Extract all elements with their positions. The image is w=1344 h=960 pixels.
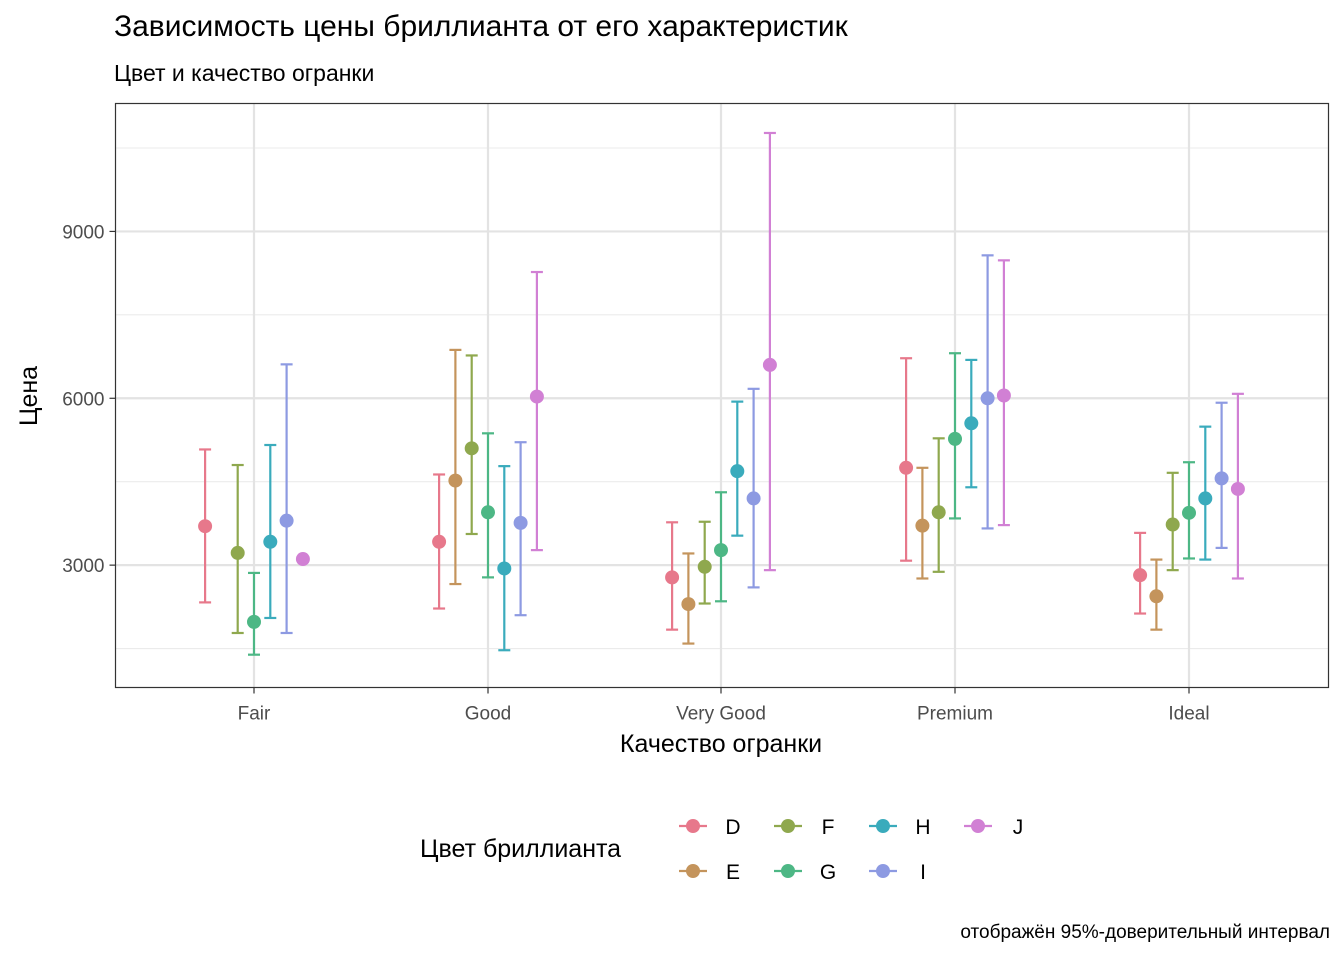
legend-key-point <box>686 819 700 833</box>
legend-key-point <box>781 819 795 833</box>
x-tick-label: Premium <box>917 704 993 725</box>
legend-item: I <box>869 861 926 884</box>
data-point <box>1149 589 1164 604</box>
legend-key-point <box>781 864 795 878</box>
x-tick-label: Fair <box>238 704 271 725</box>
error-bar <box>248 571 260 656</box>
y-axis: 3000 6000 9000 <box>62 222 116 577</box>
data-point <box>448 473 463 488</box>
legend-label: G <box>820 861 836 884</box>
data-point <box>948 431 962 446</box>
y-tick-label: 9000 <box>62 222 104 243</box>
error-bar <box>264 443 277 620</box>
legend: DE FG HI J <box>679 816 1023 884</box>
data-point <box>681 597 696 612</box>
data-point <box>247 614 261 629</box>
data-point <box>996 388 1011 403</box>
legend-label: F <box>822 816 835 839</box>
data-point <box>665 570 680 585</box>
data-point <box>1214 471 1229 486</box>
data-point <box>497 561 512 576</box>
legend-item: E <box>679 861 740 884</box>
error-bar <box>449 348 462 586</box>
x-axis-title: Качество огранки <box>620 730 822 758</box>
error-bar <box>530 270 543 552</box>
legend-item: J <box>964 816 1023 839</box>
y-axis-title: Цена <box>15 366 43 426</box>
data-point <box>263 534 278 549</box>
error-bar <box>900 357 913 562</box>
data-point <box>1198 491 1213 506</box>
data-point <box>746 491 761 506</box>
legend-item: H <box>869 816 931 839</box>
data-point <box>295 552 310 567</box>
chart-title: Зависимость цены бриллианта от его харак… <box>114 10 848 43</box>
error-bar <box>763 131 776 572</box>
legend-label: D <box>725 816 740 839</box>
legend-item: F <box>774 816 834 839</box>
data-point <box>964 416 979 431</box>
legend-label: E <box>726 861 740 884</box>
legend-key-point <box>876 819 890 833</box>
data-point <box>980 391 995 406</box>
x-tick-label: Ideal <box>1168 704 1209 725</box>
x-axis: Fair Good Very Good Premium Ideal <box>238 687 1210 725</box>
data-point <box>481 505 495 520</box>
data-point <box>1133 568 1148 583</box>
error-bar <box>747 387 760 589</box>
data-point <box>230 545 245 560</box>
legend-item: D <box>679 816 741 839</box>
panel-border <box>114 102 1330 689</box>
x-tick-label: Very Good <box>676 704 766 725</box>
legend-title: Цвет бриллианта <box>420 835 622 863</box>
data-point <box>931 505 946 520</box>
error-bar <box>280 363 293 635</box>
data-point <box>762 357 777 372</box>
data-point <box>899 460 914 475</box>
error-bar <box>932 437 945 573</box>
legend-label: H <box>915 816 930 839</box>
data-point <box>1165 517 1180 532</box>
data-point <box>697 559 712 574</box>
legend-key-point <box>971 819 985 833</box>
legend-label: I <box>920 861 926 884</box>
data-point <box>730 464 745 479</box>
legend-item: G <box>774 861 836 884</box>
chart-caption: отображён 95%-доверительный интервал <box>960 922 1330 943</box>
legend-key-point <box>686 864 700 878</box>
chart-subtitle: Цвет и качество огранки <box>114 60 375 86</box>
data-point <box>529 389 544 404</box>
data-point <box>513 515 528 530</box>
x-tick-label: Good <box>465 704 511 725</box>
data-point <box>915 518 930 533</box>
error-bar <box>498 465 511 652</box>
data-point <box>1230 481 1245 496</box>
data-point <box>198 519 213 534</box>
data-point <box>464 441 479 456</box>
y-tick-label: 6000 <box>62 389 104 410</box>
y-tick-label: 3000 <box>62 556 104 577</box>
legend-key-point <box>876 864 890 878</box>
data-point <box>1182 505 1196 520</box>
chart-marks <box>198 131 1245 656</box>
data-point <box>279 513 294 528</box>
legend-label: J <box>1013 816 1024 839</box>
data-point <box>714 543 728 558</box>
data-point <box>432 534 447 549</box>
